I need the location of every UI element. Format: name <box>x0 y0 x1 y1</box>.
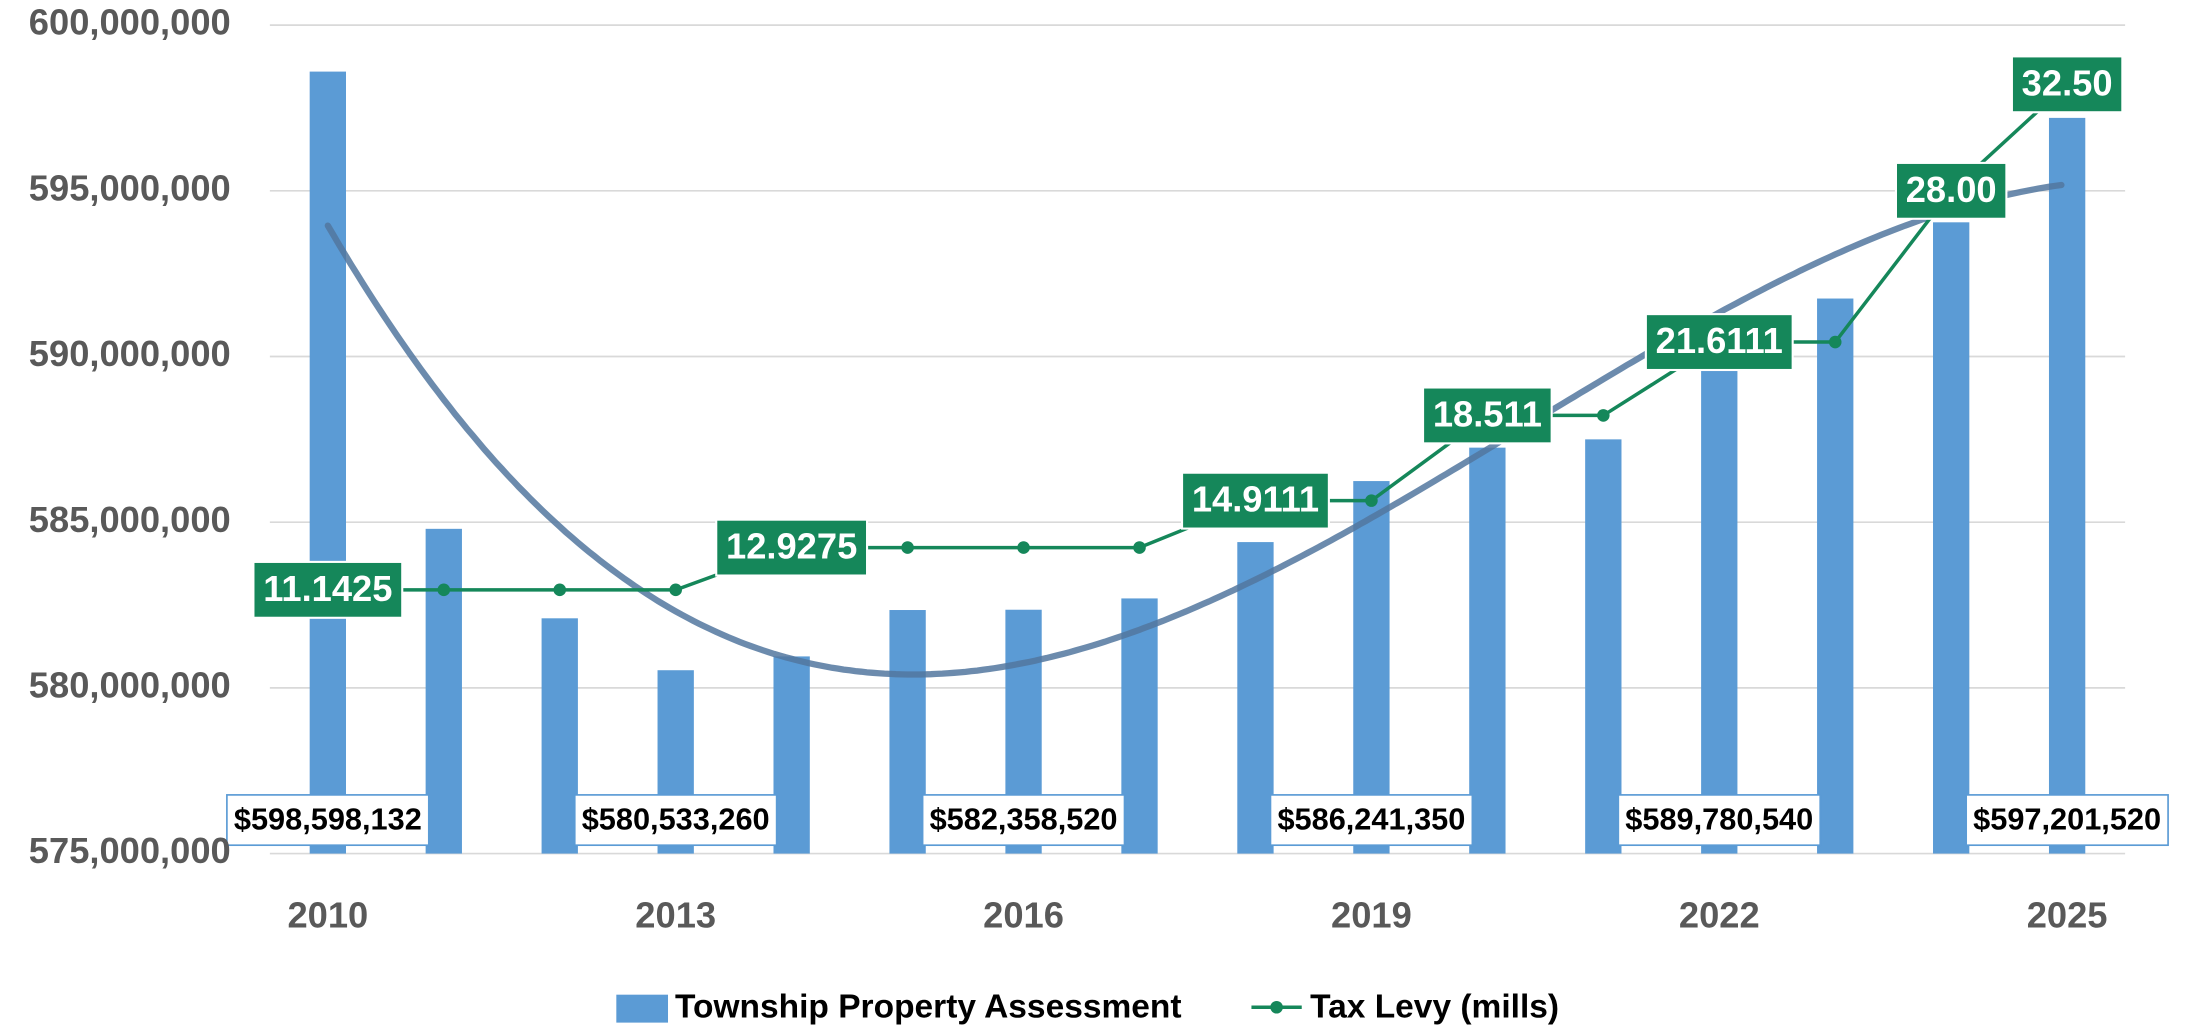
x-tick-label: 2019 <box>1331 894 1412 935</box>
bar-value-label: $589,780,540 <box>1617 794 1822 847</box>
legend-swatch <box>616 994 669 1023</box>
x-tick-label: 2010 <box>287 894 368 935</box>
label-text: 28.00 <box>1906 169 1997 210</box>
trend <box>324 181 2065 678</box>
label-box <box>1617 794 1822 847</box>
label-text: $586,241,350 <box>1277 802 1465 837</box>
line-value-label: 18.511 <box>1422 386 1553 445</box>
label-box <box>226 794 430 847</box>
line-marker <box>553 583 567 597</box>
y-tick-label: 575,000,000 <box>29 830 231 871</box>
line-value-label: 32.50 <box>2010 55 2124 114</box>
legend-swatch-dot <box>1270 1000 1283 1014</box>
y-tick-label: 600,000,000 <box>29 2 231 43</box>
bar <box>1121 598 1158 854</box>
line-marker <box>1597 409 1610 422</box>
line-value-label: 28.00 <box>1894 161 2008 220</box>
label-text: 12.9275 <box>726 526 857 567</box>
bar-value-label: $580,533,260 <box>573 794 778 847</box>
bar <box>2048 117 2086 854</box>
bar-value-label: $586,241,350 <box>1269 794 1474 847</box>
line-value-label: 11.1425 <box>252 560 404 619</box>
line-marker <box>1365 494 1378 507</box>
label-box <box>921 794 1126 847</box>
label-box <box>1269 794 1474 847</box>
label-text: $582,358,520 <box>930 802 1118 837</box>
label-box <box>1894 161 2008 220</box>
line-marker <box>1828 335 1842 349</box>
y-tick-label: 590,000,000 <box>29 333 231 374</box>
label-text: 14.9111 <box>1192 479 1319 520</box>
line-marker <box>669 583 682 597</box>
trendline <box>324 181 2065 678</box>
bar <box>1933 222 1970 854</box>
line-value-label: 12.9275 <box>715 518 869 577</box>
bar <box>1585 439 1622 854</box>
legend: Township Property Assessment Tax Levy (mi… <box>616 989 1559 1026</box>
legend-label: Township Property Assessment <box>675 989 1182 1026</box>
label-box <box>1180 471 1330 530</box>
bar <box>1353 481 1390 854</box>
y-tick-label: 585,000,000 <box>29 499 231 540</box>
bar <box>1817 298 1854 854</box>
bar <box>773 656 810 854</box>
label-box <box>715 518 869 577</box>
label-box <box>1965 794 2169 847</box>
x-tick-label: 2013 <box>635 894 716 935</box>
y-tick-label: 580,000,000 <box>29 664 231 705</box>
label-box <box>252 560 404 619</box>
bar <box>309 71 346 854</box>
bar <box>425 528 462 854</box>
bar-value-label: $598,598,132 <box>226 794 430 847</box>
label-text: $598,598,132 <box>234 802 422 837</box>
line-marker <box>1017 541 1030 554</box>
label-text: $589,780,540 <box>1625 802 1813 837</box>
legend-label: Tax Levy (mills) <box>1310 989 1559 1026</box>
labels: $598,598,132 $580,533,260 $582,358,520 $586… <box>226 55 2169 847</box>
line-marker <box>1133 541 1146 554</box>
label-text: $597,201,520 <box>1973 802 2161 837</box>
label-text: 21.6111 <box>1656 320 1783 361</box>
bars <box>309 71 2086 854</box>
label-box <box>2010 55 2124 114</box>
label-text: $580,533,260 <box>582 802 770 837</box>
label-text: 32.50 <box>2022 62 2113 103</box>
bar <box>541 618 578 854</box>
bar-value-label: $597,201,520 <box>1965 794 2169 847</box>
line-marker <box>901 541 914 554</box>
label-box <box>573 794 778 847</box>
bar-value-label: $582,358,520 <box>921 794 1126 847</box>
line-marker <box>437 583 451 597</box>
label-text: 11.1425 <box>263 568 392 609</box>
y-tick-label: 595,000,000 <box>29 167 231 208</box>
bar <box>1701 363 1738 854</box>
bar <box>1469 447 1506 854</box>
label-box <box>1422 386 1553 445</box>
line-value-label: 21.6111 <box>1644 313 1794 372</box>
line-value-label: 14.9111 <box>1180 471 1330 530</box>
bar <box>889 610 926 854</box>
label-box <box>1644 313 1794 372</box>
bar <box>1237 542 1274 854</box>
x-tick-label: 2025 <box>2027 894 2108 935</box>
label-text: 18.511 <box>1433 393 1542 434</box>
x-tick-label: 2016 <box>983 894 1064 935</box>
x-tick-label: 2022 <box>1679 894 1760 935</box>
